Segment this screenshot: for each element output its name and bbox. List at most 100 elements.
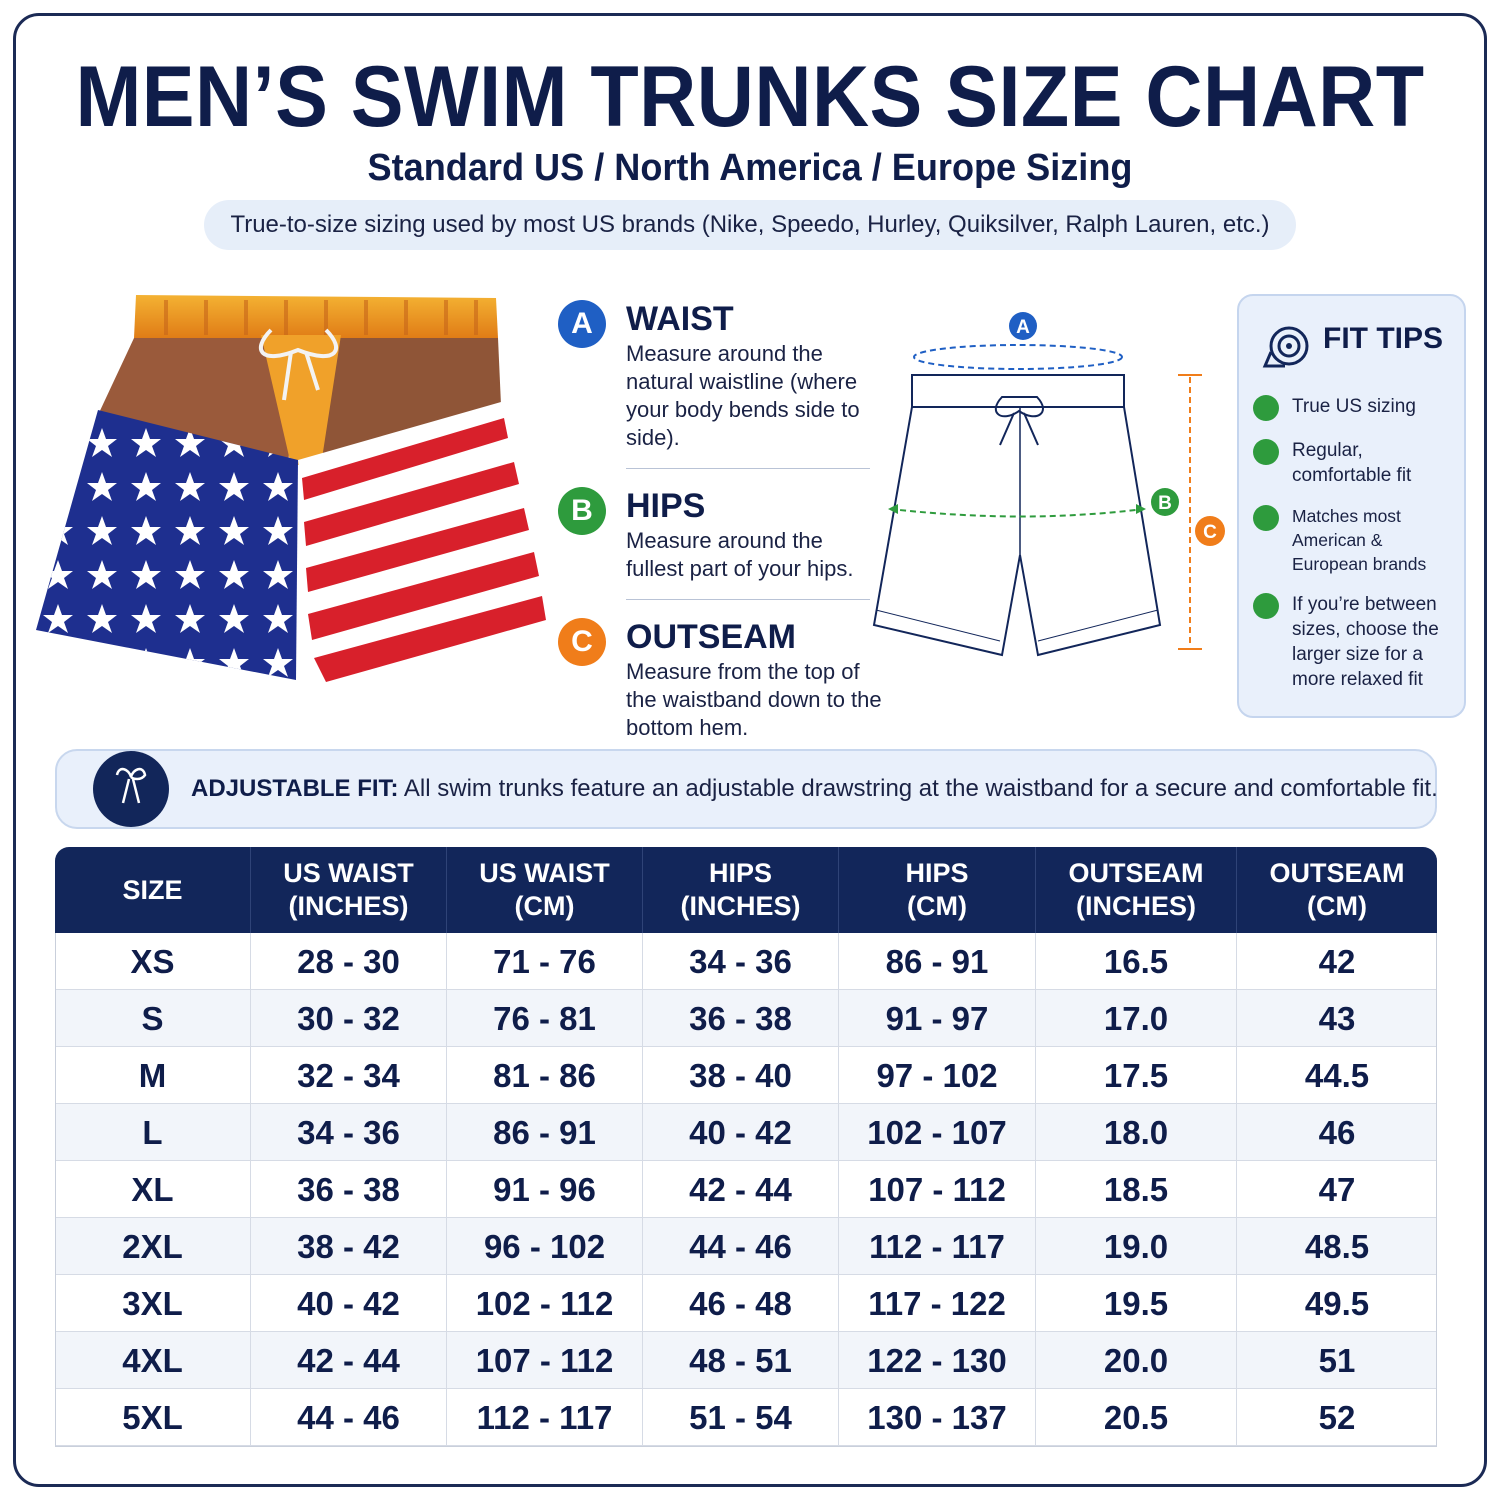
table-cell: 46 — [1236, 1104, 1437, 1161]
column-header: HIPS (INCHES) — [642, 847, 838, 933]
table-cell: 38 - 40 — [642, 1047, 838, 1104]
table-cell: 16.5 — [1035, 933, 1236, 990]
table-cell: 71 - 76 — [446, 933, 642, 990]
table-row: 2XL 38 - 42 96 - 102 44 - 46 112 - 117 19.0 48… — [55, 1218, 1437, 1275]
divider — [626, 599, 870, 600]
size-label-cell: L — [142, 1114, 163, 1151]
size-label-cell: 4XL — [122, 1342, 183, 1379]
column-header: OUTSEAM (CM) — [1236, 847, 1437, 933]
table-row: L 34 - 36 86 - 91 40 - 42 102 - 107 18.0 46 — [55, 1104, 1437, 1161]
table-cell: 81 - 86 — [446, 1047, 642, 1104]
table-cell: 122 - 130 — [838, 1332, 1035, 1389]
tape-measure-icon — [1262, 326, 1309, 368]
table-cell: 47 — [1236, 1161, 1437, 1218]
measure-outseam: C OUTSEAM Measure from the top of the wa… — [556, 616, 886, 742]
page-title: MEN’S SWIM TRUNKS SIZE CHART — [75, 49, 1425, 145]
swim-trunks-photo — [36, 295, 546, 682]
table-cell: 102 - 107 — [838, 1104, 1035, 1161]
table-row: 5XL 44 - 46 112 - 117 51 - 54 130 - 137 20.5 5… — [55, 1389, 1437, 1446]
table-cell: 51 - 54 — [642, 1389, 838, 1446]
table-cell: 46 - 48 — [642, 1275, 838, 1332]
measure-waist-title: WAIST — [626, 300, 734, 338]
table-cell: 18.5 — [1035, 1161, 1236, 1218]
drawstring-icon — [93, 751, 169, 827]
measure-hips-title: HIPS — [626, 487, 706, 525]
table-cell: 48 - 51 — [642, 1332, 838, 1389]
table-cell: 19.0 — [1035, 1218, 1236, 1275]
table-cell: 112 - 117 — [446, 1389, 642, 1446]
check-icon — [1253, 395, 1279, 421]
measure-outseam-text: Measure from the top of the waistband do… — [626, 659, 882, 740]
table-cell: 102 - 112 — [446, 1275, 642, 1332]
table-cell: 48.5 — [1236, 1218, 1437, 1275]
fit-tip: True US sizing — [1253, 394, 1463, 421]
table-cell: 20.5 — [1035, 1389, 1236, 1446]
table-cell: 42 — [1236, 933, 1437, 990]
table-cell: 96 - 102 — [446, 1218, 642, 1275]
badge-b: B — [558, 487, 606, 535]
measure-waist: A WAIST Measure around the natural waist… — [556, 298, 886, 452]
column-header: SIZE — [122, 874, 183, 905]
table-cell: 91 - 97 — [838, 990, 1035, 1047]
table-cell: 44 - 46 — [250, 1389, 446, 1446]
table-cell: 91 - 96 — [446, 1161, 642, 1218]
size-label-cell: XL — [131, 1171, 174, 1208]
adjustable-fit-text: ADJUSTABLE FIT: All swim trunks feature … — [191, 775, 1438, 802]
table-cell: 86 - 91 — [446, 1104, 642, 1161]
column-header: OUTSEAM (INCHES) — [1035, 847, 1236, 933]
table-cell: 86 - 91 — [838, 933, 1035, 990]
table-cell: 42 - 44 — [250, 1332, 446, 1389]
table-cell: 51 — [1236, 1332, 1437, 1389]
table-cell: 97 - 102 — [838, 1047, 1035, 1104]
diagram-label-a: A — [1016, 317, 1030, 338]
size-label-cell: 3XL — [122, 1285, 183, 1322]
check-icon — [1253, 593, 1279, 619]
diagram-label-c: C — [1203, 522, 1217, 543]
table-row: XL 36 - 38 91 - 96 42 - 44 107 - 112 18.5 47 — [55, 1161, 1437, 1218]
page-subtitle: Standard US / North America / Europe Siz… — [367, 147, 1133, 189]
measure-hips-text: Measure around the fullest part of your … — [626, 528, 854, 581]
measurement-diagram: A B C — [872, 312, 1225, 657]
table-cell: 34 - 36 — [642, 933, 838, 990]
column-header: US WAIST (CM) — [446, 847, 642, 933]
table-cell: 36 - 38 — [250, 1161, 446, 1218]
check-icon — [1253, 439, 1279, 465]
size-label-cell: 5XL — [122, 1399, 183, 1436]
table-cell: 112 - 117 — [838, 1218, 1035, 1275]
table-cell: 107 - 112 — [446, 1332, 642, 1389]
fit-tip: Regular, comfortable fit — [1253, 438, 1463, 488]
size-label-cell: S — [141, 1000, 164, 1037]
table-cell: 17.5 — [1035, 1047, 1236, 1104]
table-header: SIZE US WAIST (INCHES) US WAIST (CM) HIPS (… — [55, 847, 1437, 933]
table-cell: 40 - 42 — [642, 1104, 838, 1161]
fit-tip: Matches most American & European brands — [1253, 504, 1463, 576]
measurement-instructions: A WAIST Measure around the natural waist… — [556, 298, 886, 742]
fit-tips-panel: FIT TIPS True US sizing Regular, comfort… — [1237, 294, 1466, 718]
column-header: HIPS (CM) — [838, 847, 1035, 933]
size-label-cell: M — [138, 1057, 167, 1094]
diagram-label-b: B — [1158, 493, 1172, 514]
table-cell: 18.0 — [1035, 1104, 1236, 1161]
table-cell: 32 - 34 — [250, 1047, 446, 1104]
table-cell: 30 - 32 — [250, 990, 446, 1047]
fit-tips-title: FIT TIPS — [1323, 322, 1443, 355]
table-row: S 30 - 32 76 - 81 36 - 38 91 - 97 17.0 43 — [55, 990, 1437, 1047]
measure-hips: B HIPS Measure around the fullest part o… — [556, 485, 886, 583]
table-cell: 117 - 122 — [838, 1275, 1035, 1332]
table-row: M 32 - 34 81 - 86 38 - 40 97 - 102 17.5 44.5 — [55, 1047, 1437, 1104]
table-cell: 20.0 — [1035, 1332, 1236, 1389]
table-cell: 49.5 — [1236, 1275, 1437, 1332]
badge-a: A — [558, 300, 606, 348]
table-cell: 130 - 137 — [838, 1389, 1035, 1446]
fit-tip: If you’re between sizes, choose the larg… — [1253, 592, 1463, 692]
table-cell: 19.5 — [1035, 1275, 1236, 1332]
divider — [626, 468, 870, 469]
table-cell: 40 - 42 — [250, 1275, 446, 1332]
table-cell: 38 - 42 — [250, 1218, 446, 1275]
table-cell: 107 - 112 — [838, 1161, 1035, 1218]
table-cell: 28 - 30 — [250, 933, 446, 990]
measure-waist-text: Measure around the natural waistline (wh… — [626, 341, 860, 450]
table-row: 4XL 42 - 44 107 - 112 48 - 51 122 - 130 20.0 5… — [55, 1332, 1437, 1389]
badge-c: C — [558, 618, 606, 666]
table-cell: 42 - 44 — [642, 1161, 838, 1218]
